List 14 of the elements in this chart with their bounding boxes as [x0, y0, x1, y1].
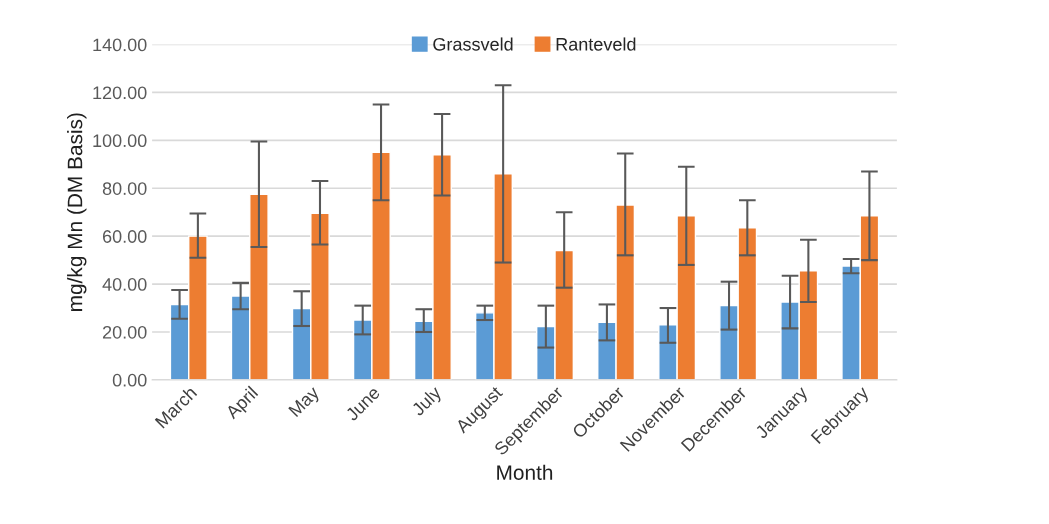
x-axis-title: Month	[497, 464, 553, 480]
x-tick-label: May	[288, 385, 323, 420]
y-tick-label: 0.00	[112, 373, 147, 387]
y-tick-label: 60.00	[102, 230, 147, 243]
y-tick-label: 80.00	[102, 182, 147, 195]
y-tick-label: 120.00	[93, 86, 147, 100]
y-tick-label: 100.00	[93, 134, 147, 148]
y-tick-label: 140.00	[93, 38, 147, 52]
y-axis-title: mg/kg Mn (DM Basis)	[67, 113, 87, 311]
y-tick-label: 20.00	[102, 325, 147, 339]
legend-label: Grassveld	[433, 37, 513, 51]
legend-label: Ranteveld	[556, 37, 636, 51]
x-tick-label: July	[410, 384, 445, 420]
y-tick-label: 40.00	[102, 278, 147, 291]
